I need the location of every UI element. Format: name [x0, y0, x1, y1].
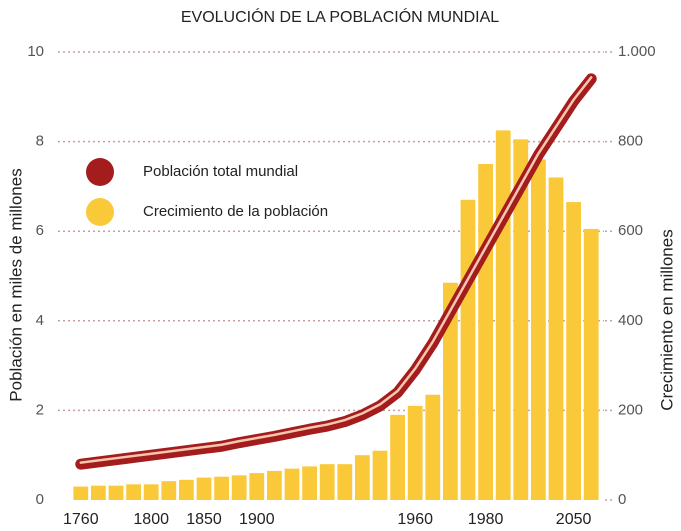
bar: [231, 475, 247, 500]
bar: [355, 455, 370, 500]
bar: [91, 485, 106, 500]
bar: [319, 464, 335, 500]
bar: [372, 450, 388, 500]
bar: [443, 282, 458, 500]
y-tick-label: 4: [36, 312, 44, 329]
legend-label: Población total mundial: [143, 163, 298, 180]
y2-tick-label: 600: [618, 222, 643, 239]
legend-label: Crecimiento de la población: [143, 203, 328, 220]
legend-marker: [86, 158, 114, 186]
x-tick-label: 1760: [63, 511, 99, 528]
x-tick-label: 1900: [239, 511, 275, 528]
bar: [108, 485, 124, 500]
bar: [548, 177, 564, 500]
y2-tick-label: 0: [618, 491, 626, 508]
y-tick-label: 2: [36, 401, 44, 418]
y-tick-label: 10: [27, 43, 44, 60]
line-highlight: [79, 76, 593, 464]
y2-tick-label: 1.000: [618, 43, 656, 60]
y-tick-label: 8: [36, 133, 44, 150]
bar: [161, 481, 177, 500]
x-tick-label: 1800: [133, 511, 169, 528]
bar: [73, 486, 89, 500]
bar: [214, 476, 229, 500]
bar: [425, 394, 441, 500]
bar: [531, 159, 546, 500]
bar: [337, 464, 353, 500]
bar: [390, 414, 405, 500]
bar: [495, 130, 511, 500]
bar: [284, 468, 300, 500]
x-tick-label: 1980: [468, 511, 504, 528]
x-tick-label: 1850: [186, 511, 222, 528]
bar: [143, 484, 159, 500]
bar: [478, 164, 493, 500]
bar: [267, 470, 282, 500]
bar: [302, 466, 317, 500]
y2-axis-label: Crecimiento en millones: [657, 229, 676, 410]
bar: [196, 477, 212, 500]
y2-tick-label: 400: [618, 312, 643, 329]
chart-title: EVOLUCIÓN DE LA POBLACIÓN MUNDIAL: [181, 7, 499, 26]
bar: [407, 405, 423, 500]
bar: [583, 228, 599, 500]
bar: [460, 199, 476, 500]
bar: [179, 479, 194, 500]
bar: [126, 484, 141, 500]
y-axis-label: Población en miles de millones: [6, 168, 25, 401]
bar: [566, 202, 581, 500]
x-tick-label: 1960: [397, 511, 433, 528]
y-tick-label: 6: [36, 222, 44, 239]
y2-tick-label: 800: [618, 133, 643, 150]
legend-marker: [86, 198, 114, 226]
x-tick-label: 2050: [556, 511, 592, 528]
y2-tick-label: 200: [618, 401, 643, 418]
y-tick-label: 0: [36, 491, 44, 508]
bar: [249, 473, 265, 500]
bar: [513, 139, 529, 501]
